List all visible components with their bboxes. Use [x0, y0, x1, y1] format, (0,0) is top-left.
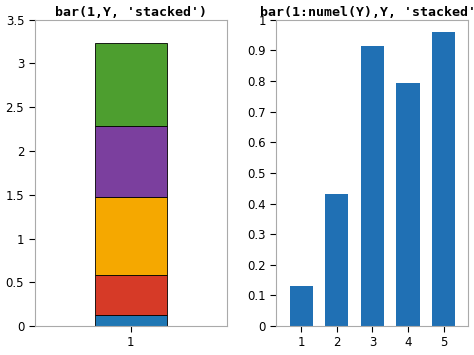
Bar: [95, 315, 166, 326]
Bar: [290, 286, 313, 326]
Bar: [325, 194, 348, 326]
Bar: [432, 32, 455, 326]
Title: bar(1:numel(Y),Y, 'stacked'): bar(1:numel(Y),Y, 'stacked'): [260, 6, 474, 18]
Bar: [95, 197, 166, 275]
Title: bar(1,Y, 'stacked'): bar(1,Y, 'stacked'): [55, 6, 207, 18]
Bar: [95, 126, 166, 197]
Bar: [396, 82, 419, 326]
Bar: [95, 275, 166, 315]
Bar: [95, 43, 166, 126]
Bar: [361, 46, 384, 326]
